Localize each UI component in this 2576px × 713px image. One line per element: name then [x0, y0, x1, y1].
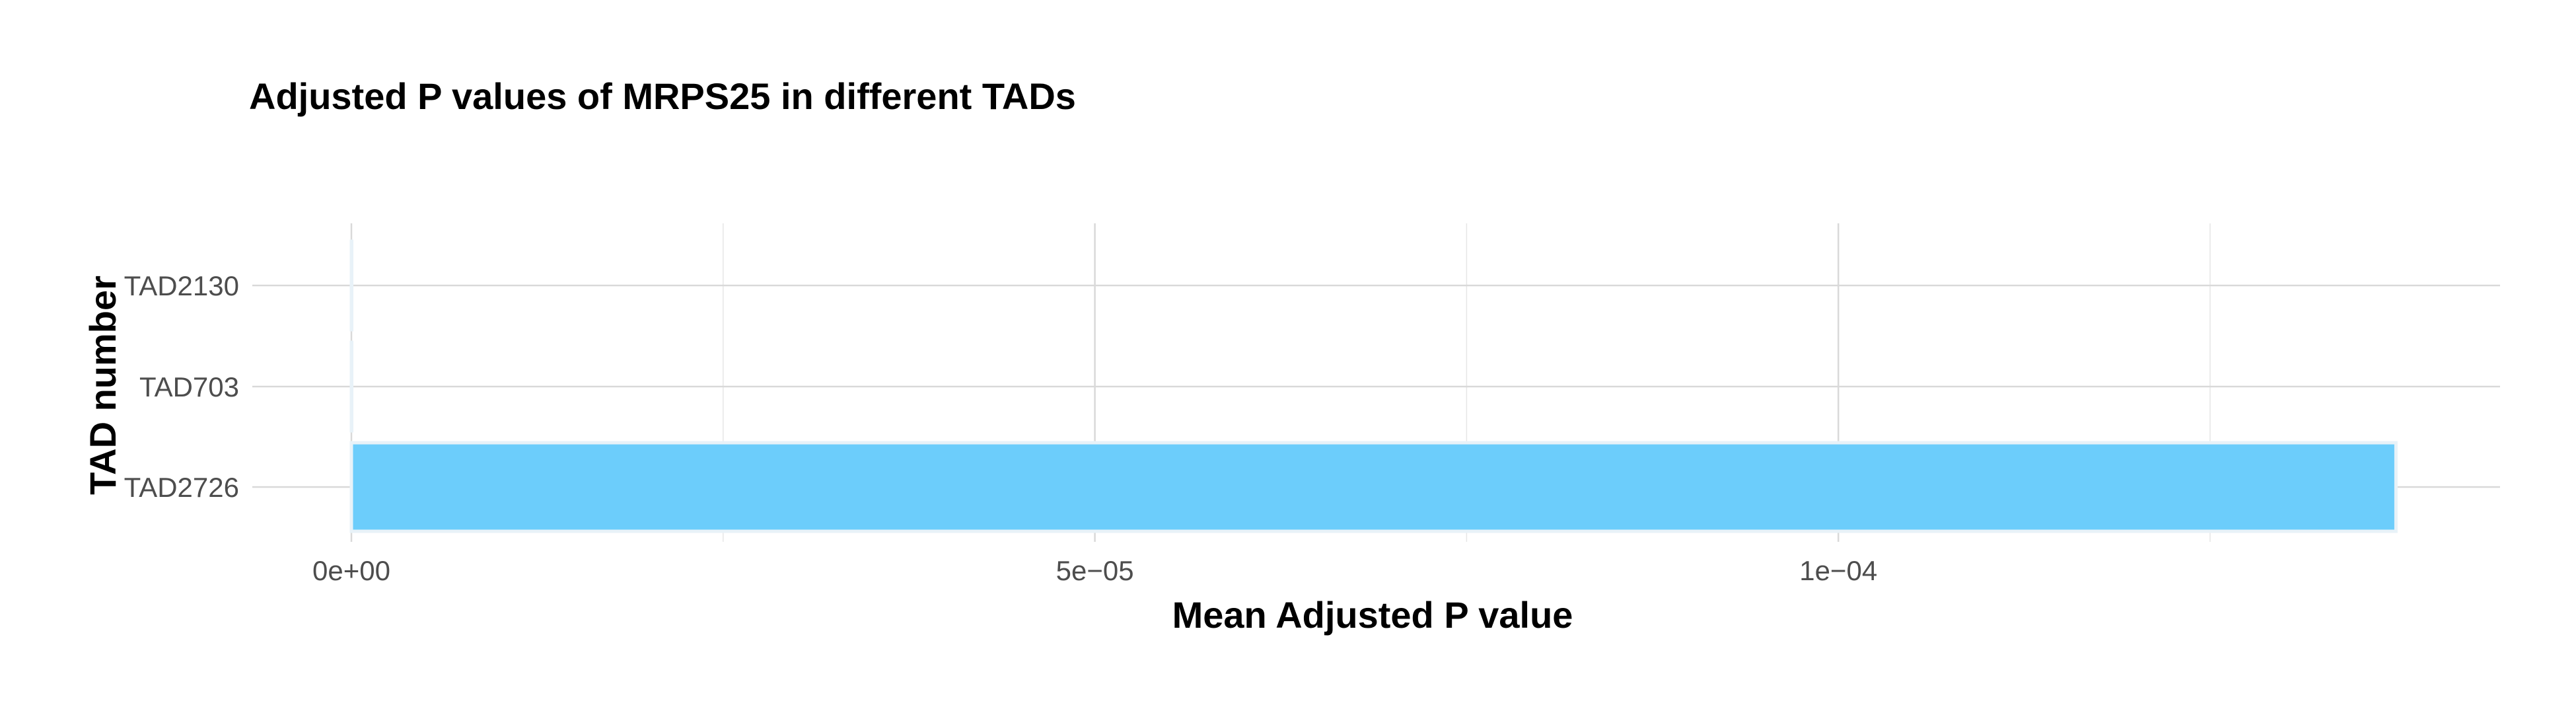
y-tick-label: TAD2726 [124, 472, 239, 503]
y-tick-label: TAD703 [139, 371, 239, 402]
y-axis-title: TAD number [82, 276, 124, 495]
y-tick-label: TAD2130 [124, 270, 239, 301]
x-tick-label: 0e+00 [312, 555, 390, 586]
chart-title: Adjusted P values of MRPS25 in different… [249, 75, 1076, 117]
bar-tad2130 [351, 241, 352, 330]
y-tick-labels: TAD2726 TAD703 TAD2130 [124, 270, 239, 503]
x-tick-label: 1e−04 [1799, 555, 1877, 586]
bar-tad703 [351, 342, 352, 431]
x-tick-label: 5e−05 [1056, 555, 1134, 586]
x-axis-title: Mean Adjusted P value [1172, 594, 1573, 636]
bar-tad2726 [351, 443, 2396, 531]
x-tick-labels: 0e+00 5e−05 1e−04 [312, 555, 1877, 586]
